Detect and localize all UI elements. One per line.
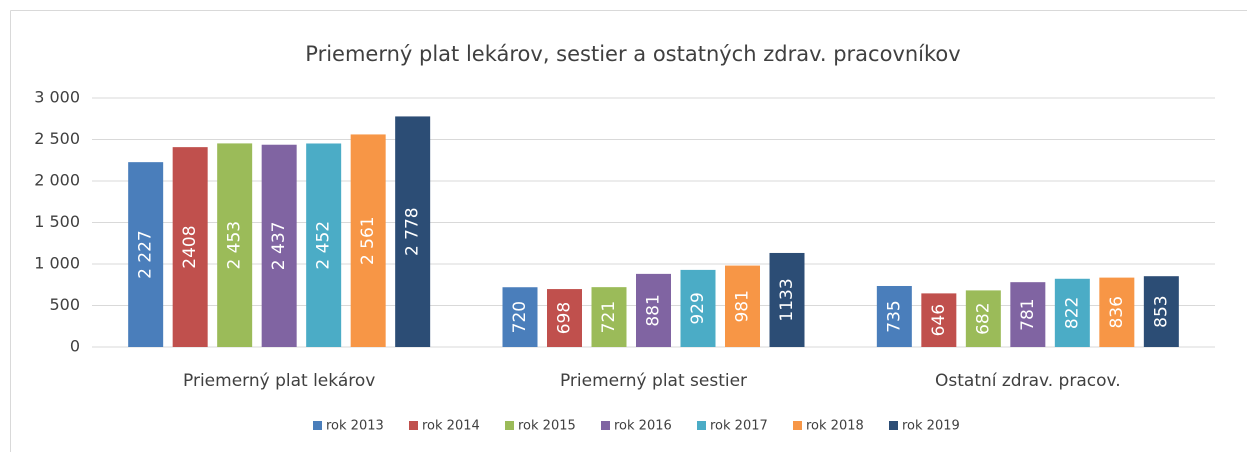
data-label: 646 <box>929 304 949 336</box>
data-label: 781 <box>1018 298 1038 330</box>
data-label: 720 <box>510 301 530 333</box>
bar <box>965 290 1001 347</box>
legend-swatch <box>793 421 802 430</box>
legend-label: rok 2017 <box>710 419 768 434</box>
legend-swatch <box>409 421 418 430</box>
bar <box>921 293 957 347</box>
data-label: 2 437 <box>269 222 289 271</box>
data-label: 721 <box>599 301 619 333</box>
legend-swatch <box>697 421 706 430</box>
bar <box>725 265 760 347</box>
data-label: 698 <box>555 302 575 334</box>
data-label: 682 <box>973 302 993 334</box>
data-label: 2 227 <box>136 230 156 279</box>
legend-label: rok 2018 <box>806 419 864 434</box>
data-label: 836 <box>1107 296 1127 328</box>
chart-title: Priemerný plat lekárov, sestier a ostatn… <box>305 42 960 66</box>
legend-label: rok 2015 <box>518 419 576 434</box>
bar <box>1143 276 1179 347</box>
legend-swatch <box>313 421 322 430</box>
bar <box>1099 277 1135 347</box>
bar <box>502 287 538 347</box>
legend-label: rok 2014 <box>422 419 480 434</box>
y-tick-label: 500 <box>49 295 80 314</box>
legend-label: rok 2019 <box>902 419 960 434</box>
bar <box>769 252 805 347</box>
bar <box>217 143 253 347</box>
data-label: 2408 <box>180 225 200 268</box>
x-tick-label: Priemerný plat lekárov <box>183 371 375 391</box>
bar <box>350 134 386 347</box>
bar <box>680 269 716 347</box>
y-tick-label: 0 <box>70 337 80 356</box>
legend-swatch <box>505 421 514 430</box>
data-label: 735 <box>884 300 904 332</box>
x-tick-label: Priemerný plat sestier <box>560 371 747 391</box>
bar <box>547 289 582 347</box>
y-tick-label: 2 000 <box>34 171 80 190</box>
bar <box>306 143 342 347</box>
data-label: 881 <box>644 294 664 326</box>
y-tick-label: 3 000 <box>34 88 80 107</box>
legend-swatch <box>601 421 610 430</box>
data-label: 2 778 <box>403 207 423 256</box>
legend-label: rok 2016 <box>614 419 672 434</box>
bar <box>261 144 297 347</box>
x-tick-label: Ostatní zdrav. pracov. <box>935 371 1121 391</box>
legend-label: rok 2013 <box>326 419 384 434</box>
bar <box>876 285 912 347</box>
y-tick-label: 2 500 <box>34 129 80 148</box>
data-label: 822 <box>1062 297 1082 329</box>
bar <box>591 287 627 347</box>
data-label: 981 <box>733 290 753 322</box>
bar <box>1054 278 1090 347</box>
bar <box>395 116 431 348</box>
data-label: 853 <box>1151 295 1171 327</box>
bar <box>636 273 671 347</box>
y-tick-label: 1 000 <box>34 254 80 273</box>
y-tick-label: 1 500 <box>34 212 80 231</box>
data-label: 2 452 <box>314 221 334 270</box>
bar <box>1010 282 1046 347</box>
legend-swatch <box>889 421 898 430</box>
data-label: 1133 <box>777 278 797 321</box>
data-label: 2 453 <box>225 221 245 270</box>
bar <box>172 147 208 347</box>
data-label: 929 <box>688 292 708 324</box>
data-label: 2 561 <box>358 216 378 265</box>
bar <box>128 162 164 347</box>
